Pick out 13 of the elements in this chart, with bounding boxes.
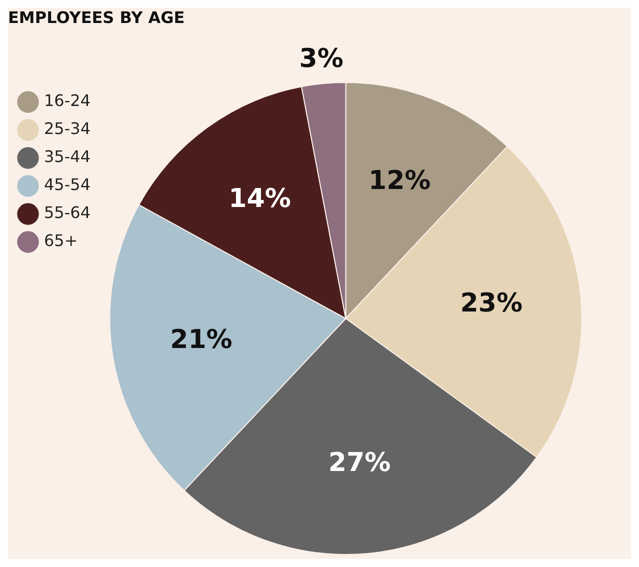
data-label: 14%	[228, 184, 291, 214]
legend-label: 16-24	[44, 91, 90, 110]
legend-label: 55-64	[44, 203, 90, 222]
legend-label: 25-34	[44, 119, 90, 138]
data-label: 23%	[460, 288, 523, 318]
legend-label: 65+	[44, 231, 78, 250]
legend-label: 35-44	[44, 147, 90, 166]
chart-title: EMPLOYEES BY AGE	[8, 8, 186, 29]
data-label: 12%	[368, 166, 431, 196]
data-label: 27%	[328, 448, 391, 478]
legend-label: 45-54	[44, 175, 90, 194]
data-label: 3%	[299, 44, 344, 74]
data-label: 21%	[170, 325, 232, 356]
